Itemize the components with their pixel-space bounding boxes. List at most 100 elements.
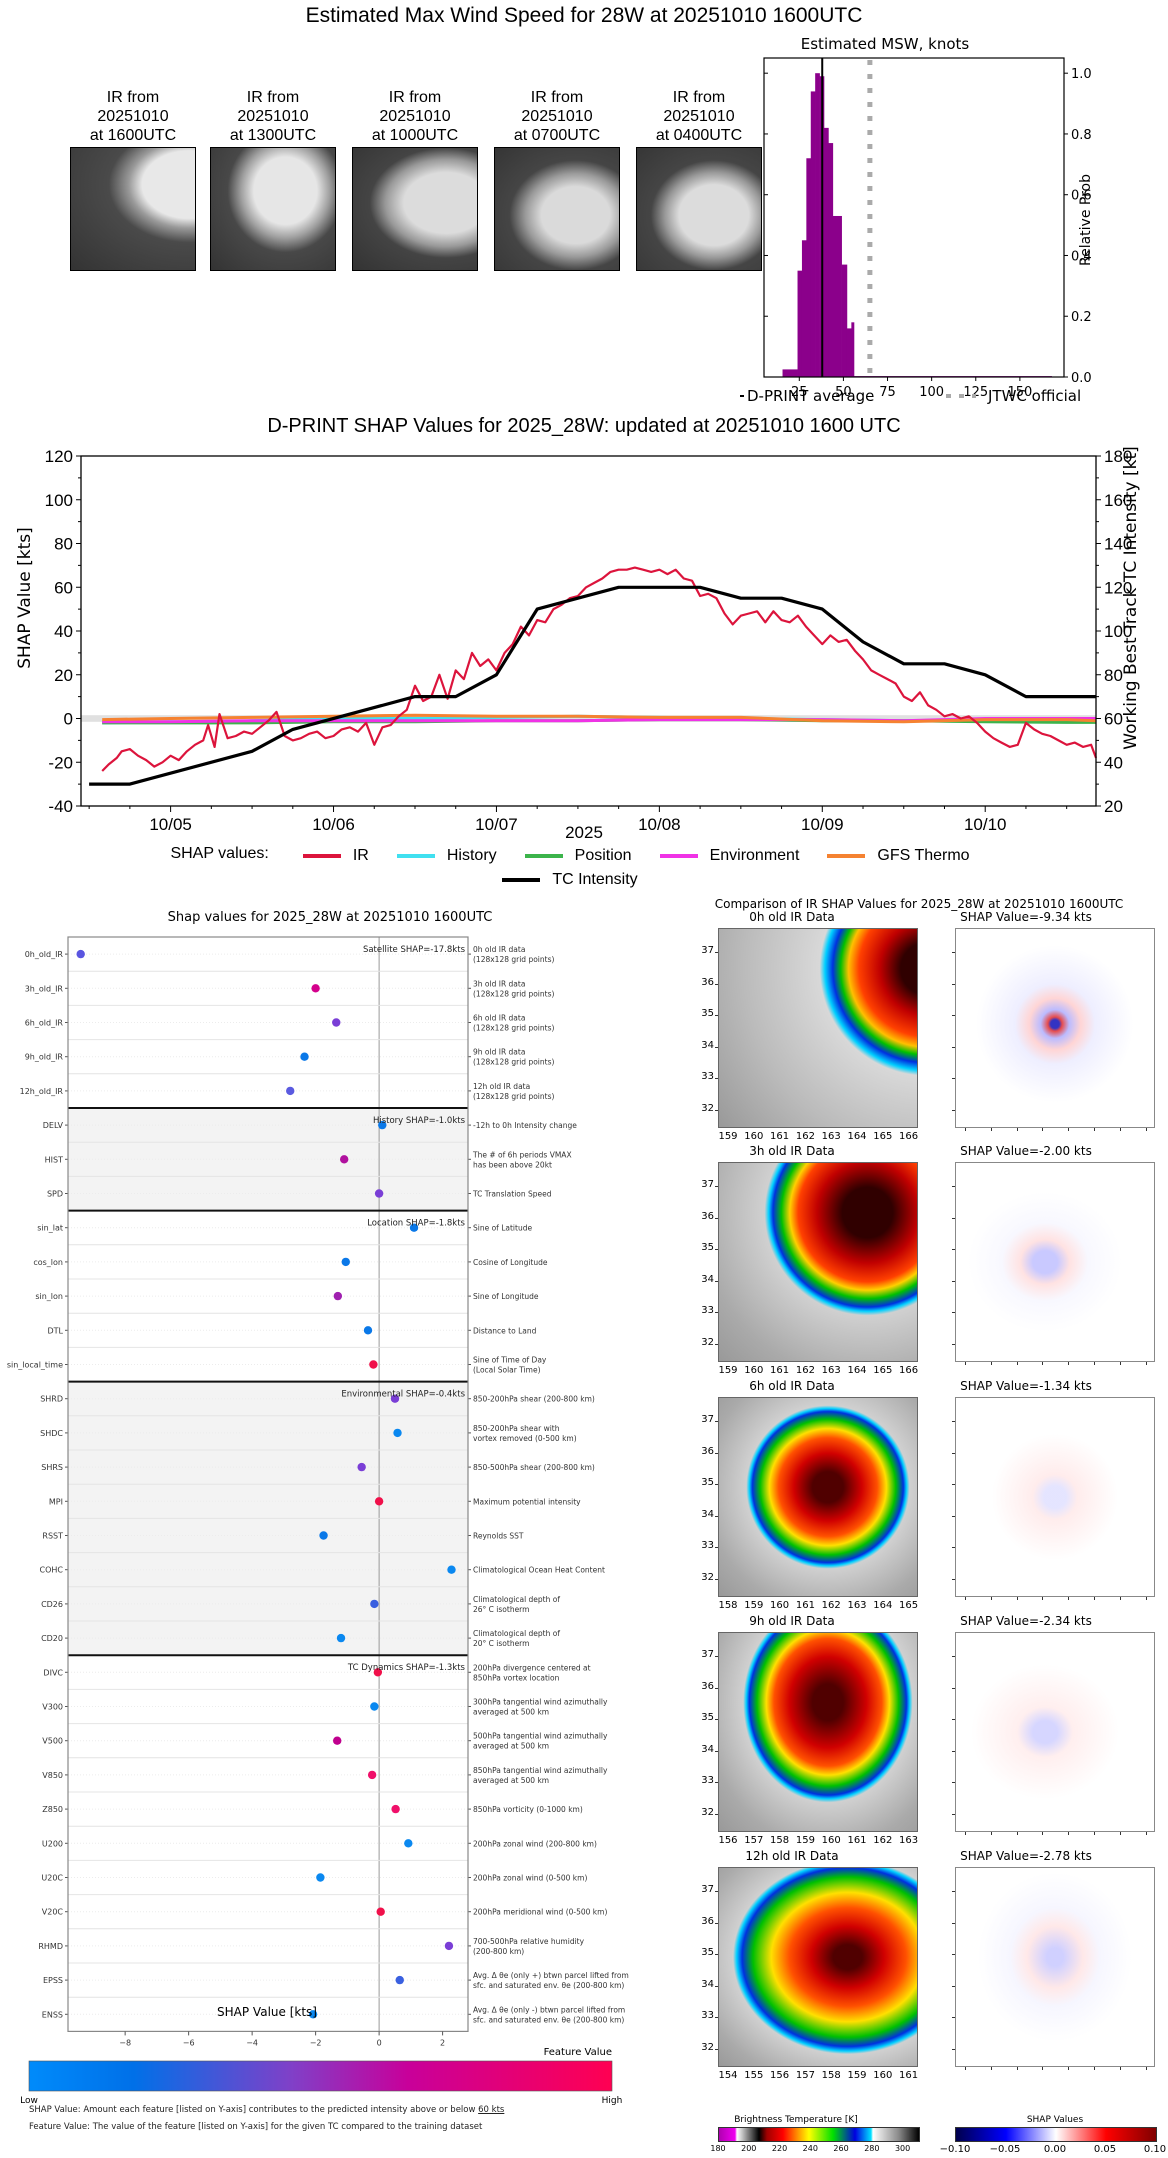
ir-image-panel — [718, 928, 918, 1128]
lon-tick-shap — [1119, 1832, 1121, 1835]
lat-tick-label: 35 — [701, 1712, 714, 1723]
feature-name-label: DELV — [43, 1121, 64, 1130]
lat-tick — [715, 1985, 718, 1987]
lon-tick-shap — [1068, 1832, 1070, 1835]
histogram-bar — [851, 322, 855, 377]
timeseries-y2tick-label: 100 — [1104, 622, 1132, 641]
histogram-frame — [763, 57, 1065, 378]
lat-tick-shap — [952, 1891, 955, 1892]
legend-item-gfs-thermo: GFS Thermo — [827, 847, 970, 865]
feature-shap-point — [336, 1633, 346, 1643]
timeseries-ylabel: SHAP Value [kts] — [15, 527, 35, 669]
histogram-bar — [832, 215, 838, 377]
feature-description: vortex removed (0-500 km) — [473, 1434, 577, 1443]
feature-name-label: V850 — [42, 1771, 63, 1780]
lon-tick-shap — [1094, 1128, 1095, 1131]
lat-tick-shap — [952, 1046, 955, 1048]
legend-swatch — [396, 854, 435, 858]
feature-description: has been above 20kt — [473, 1160, 552, 1169]
legend-swatch — [659, 854, 698, 858]
lon-tick-shap — [1119, 1362, 1121, 1365]
histogram-ytick-label: 0.0 — [1071, 371, 1092, 386]
lon-tick-shap — [965, 2067, 966, 2070]
timeseries-xtick-label: 10/08 — [638, 815, 681, 834]
feature-shap-point — [333, 1736, 342, 1745]
shap-tick-label: 0.00 — [1043, 2144, 1067, 2155]
lon-tick-label: 162 — [873, 1835, 893, 1846]
feature-name-label: DIVC — [43, 1668, 63, 1677]
legend-row: TC Intensity — [0, 869, 1168, 889]
thumbnail-title: IR from 20251010 at 0400UTC — [629, 88, 769, 145]
thumbnail-title-line: IR from — [388, 89, 442, 106]
lat-tick-label: 36 — [701, 976, 714, 988]
ir-panel-title: 3h old IR Data — [749, 1144, 835, 1158]
lon-tick-shap — [1016, 1832, 1018, 1835]
lat-tick-label: 33 — [701, 2010, 714, 2021]
feature-shap-point — [311, 984, 320, 993]
feature-xtick-label: −2 — [310, 2038, 322, 2047]
feature-name-label: U20C — [41, 1874, 63, 1883]
timeseries-xtick-label: 10/06 — [312, 815, 355, 834]
lon-tick-shap — [1145, 2067, 1147, 2070]
shap-panel-title: SHAP Value=-9.34 kts — [960, 910, 1092, 924]
lat-tick — [715, 1954, 718, 1955]
legend-label: GFS Thermo — [877, 847, 970, 864]
feature-shap-point — [341, 1257, 350, 1267]
shap-map-panel — [955, 1632, 1155, 1832]
histogram-ytick-label: 0.2 — [1071, 310, 1092, 325]
thumbnail-title-line: IR from — [672, 89, 726, 106]
legend-label: TC Intensity — [552, 871, 638, 888]
feature-description: (Local Solar Time) — [473, 1366, 541, 1375]
feature-description: 500hPa tangential wind azimuthally — [473, 1732, 608, 1741]
feature-shap-point — [376, 1907, 385, 1916]
feature-shap-point — [393, 1428, 402, 1438]
legend-jtwc-label: JTWC official — [987, 387, 1081, 405]
bt-tick-label: 240 — [802, 2144, 818, 2153]
ir-panel-title: 0h old IR Data — [749, 910, 835, 924]
feature-shap-point — [367, 1770, 377, 1780]
lat-tick-label: 34 — [701, 1273, 714, 1285]
thumbnail-title-line: at 1600UTC — [89, 127, 177, 144]
feature-description: 850hPa vorticity (0-1000 km) — [473, 1805, 583, 1814]
shap-colorbar-ticks: −0.10 −0.05 0.00 0.05 0.10 — [940, 2144, 1166, 2156]
lon-tick-shap — [1016, 1128, 1018, 1131]
thumbnail-title-line: at 0400UTC — [655, 127, 743, 144]
timeseries-y2tick-label: 120 — [1104, 578, 1132, 597]
feature-description: (128x128 grid points) — [473, 1024, 554, 1033]
lat-tick — [715, 1312, 718, 1313]
lon-tick-label: 156 — [718, 1835, 738, 1846]
feature-name-label: V300 — [42, 1703, 63, 1712]
lon-tick-label: 165 — [873, 1131, 893, 1142]
shap-timeseries-chart: D-PRINT SHAP Values for 2025_28W: update… — [15, 415, 1141, 842]
timeseries-xtick-label: 10/05 — [149, 815, 192, 834]
feature-chart-frame — [67, 936, 469, 2033]
histogram-title: Estimated MSW, knots — [801, 35, 970, 53]
lon-tick-shap — [1068, 1128, 1070, 1131]
lon-tick-label: 156 — [770, 2070, 790, 2081]
lon-tick-label: 165 — [873, 1365, 893, 1376]
lon-tick-shap — [990, 1832, 992, 1835]
legend-item-history: History — [396, 847, 497, 865]
timeseries-xtick-label: 10/07 — [475, 815, 518, 834]
feature-name-label: CD20 — [41, 1634, 63, 1643]
legend-item-environment: Environment — [659, 847, 799, 865]
feature-xtick-label: −8 — [119, 2038, 131, 2047]
bt-tick-label: 200 — [741, 2144, 757, 2153]
feature-description: 700-500hPa relative humidity — [473, 1937, 585, 1946]
ir-comparison-title: Comparison of IR SHAP Values for 2025_28… — [714, 897, 1124, 911]
shap-panel-title: SHAP Value=-2.34 kts — [960, 1614, 1092, 1628]
ir-thumbnail-image — [70, 147, 196, 271]
histogram-xtick-label: 50 — [835, 385, 852, 400]
lat-tick — [715, 1343, 718, 1345]
lat-tick-shap — [952, 1547, 955, 1548]
lat-tick-label: 37 — [701, 945, 714, 956]
lon-tick-label: 161 — [770, 1131, 790, 1142]
lon-tick-label: 160 — [744, 1131, 764, 1142]
lat-tick — [715, 1719, 718, 1720]
feature-description: Climatological depth of — [473, 1595, 560, 1604]
lat-tick — [715, 1578, 718, 1580]
lat-tick-shap — [952, 1280, 955, 1282]
shap-map-panel — [955, 928, 1155, 1128]
series-line-gfs-thermo — [102, 713, 1097, 724]
lon-tick-label: 162 — [821, 1600, 841, 1611]
